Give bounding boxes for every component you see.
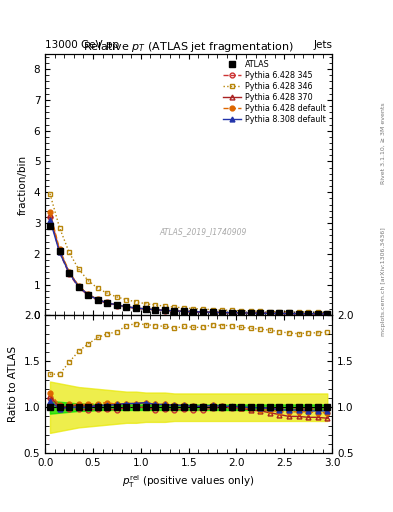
Title: Relative $p_{T}$ (ATLAS jet fragmentation): Relative $p_{T}$ (ATLAS jet fragmentatio… <box>83 39 294 54</box>
Text: Jets: Jets <box>313 40 332 50</box>
Text: ATLAS_2019_I1740909: ATLAS_2019_I1740909 <box>159 227 247 236</box>
Text: 13000 GeV pp: 13000 GeV pp <box>45 40 119 50</box>
Y-axis label: fraction/bin: fraction/bin <box>18 155 28 215</box>
Y-axis label: Ratio to ATLAS: Ratio to ATLAS <box>8 346 18 422</box>
Text: mcplots.cern.ch [arXiv:1306.3436]: mcplots.cern.ch [arXiv:1306.3436] <box>381 227 386 336</box>
Text: Rivet 3.1.10, ≥ 3M events: Rivet 3.1.10, ≥ 3M events <box>381 102 386 184</box>
Legend: ATLAS, Pythia 6.428 345, Pythia 6.428 346, Pythia 6.428 370, Pythia 6.428 defaul: ATLAS, Pythia 6.428 345, Pythia 6.428 34… <box>220 58 328 126</box>
X-axis label: $p_{\rm T}^{\rm rel}$ (positive values only): $p_{\rm T}^{\rm rel}$ (positive values o… <box>123 474 255 490</box>
